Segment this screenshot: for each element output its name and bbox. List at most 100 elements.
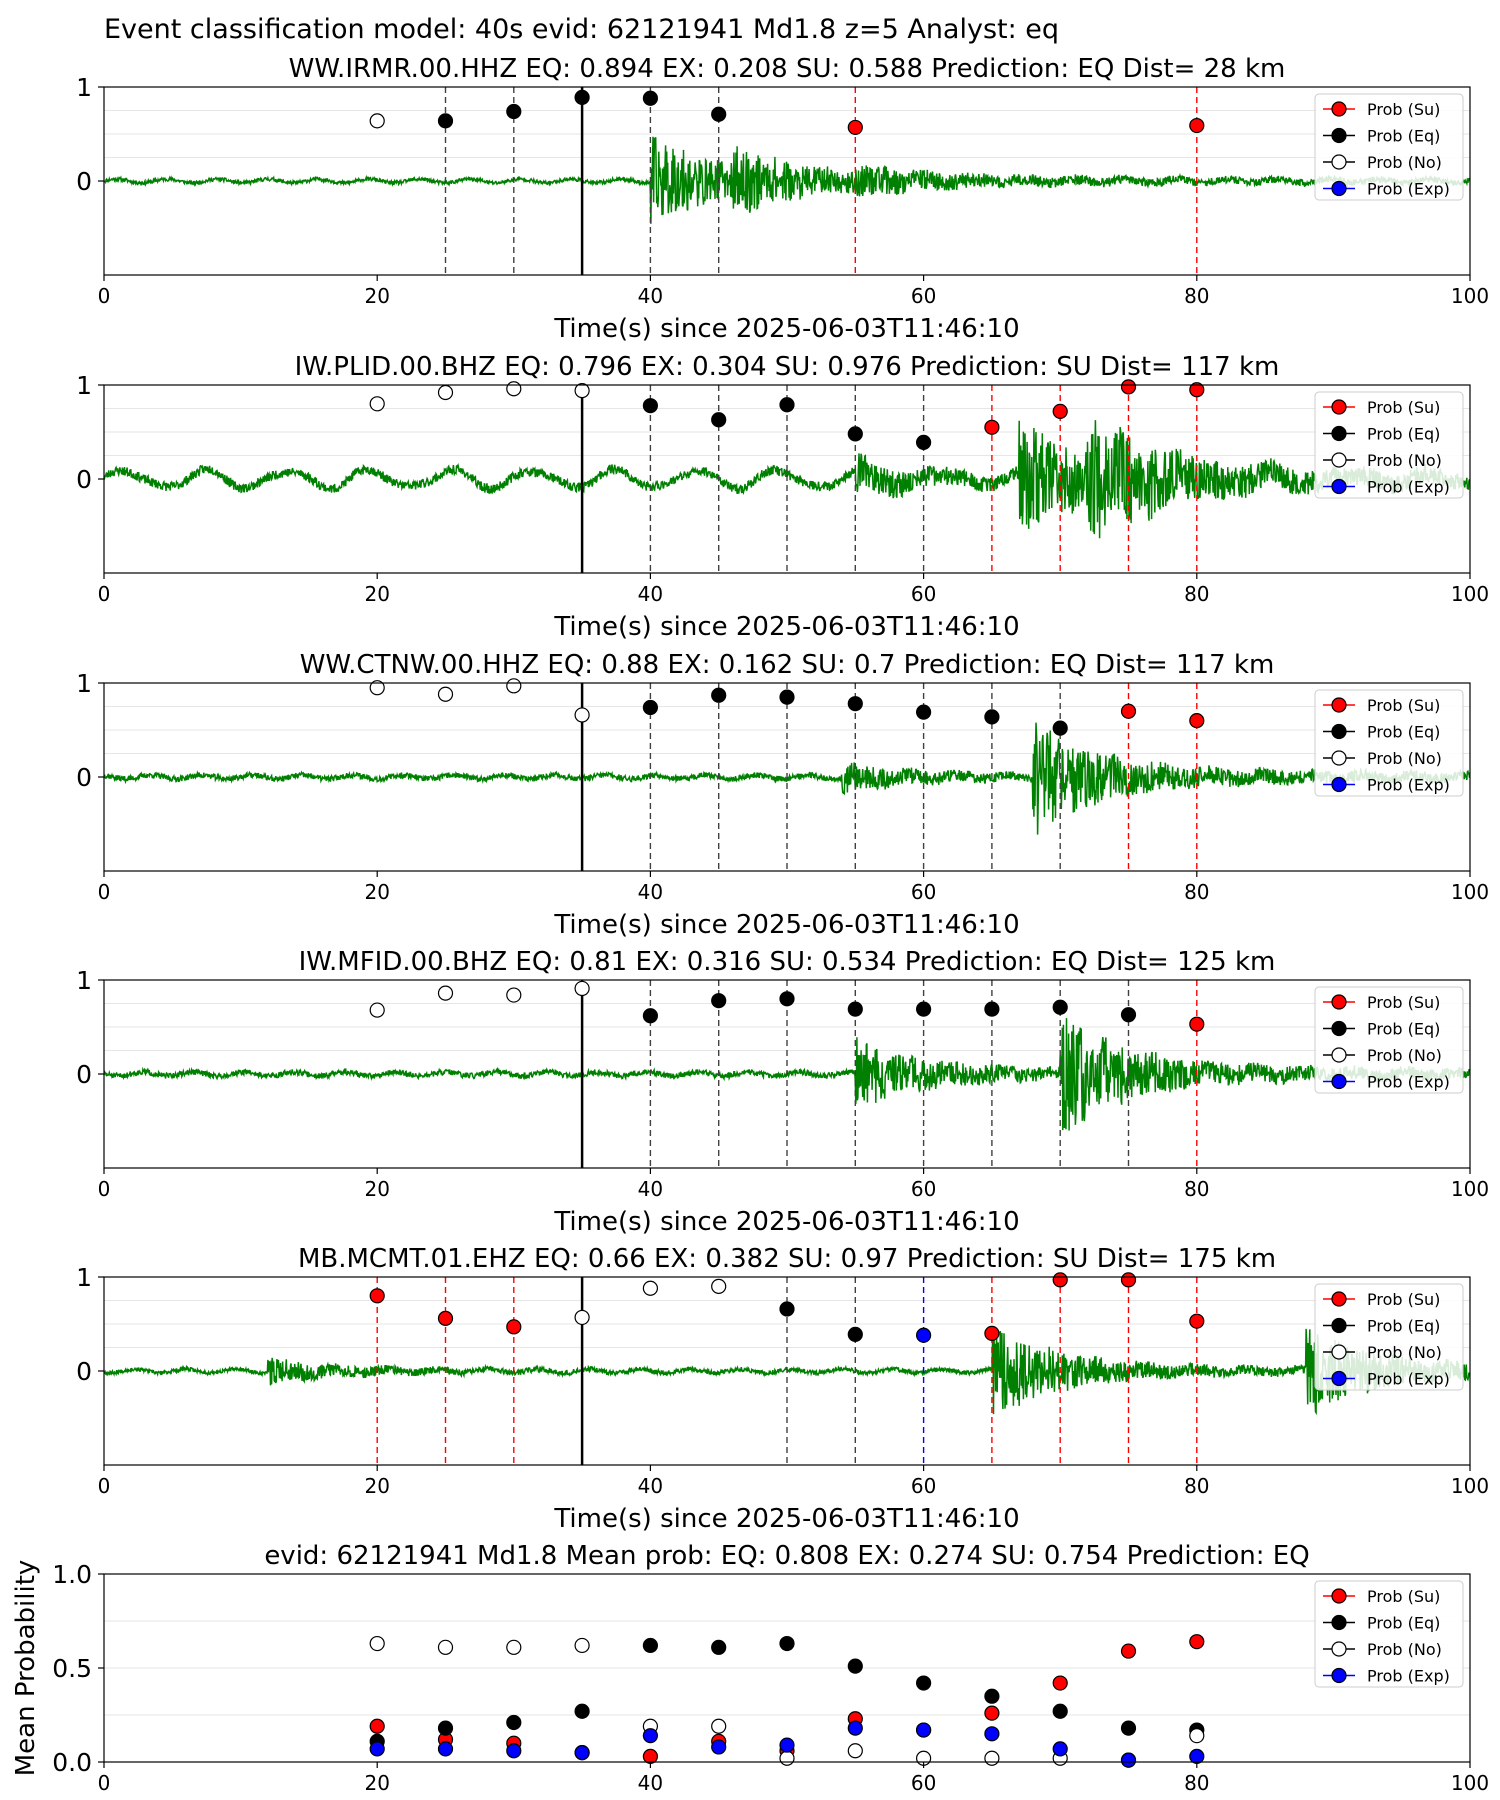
- mean-point-eq: [847, 1658, 863, 1674]
- x-axis-label: Time(s) since 2025-06-03T11:46:10: [553, 1504, 1019, 1534]
- panel-1: WW.IRMR.00.HHZ EQ: 0.894 EX: 0.208 SU: 0…: [76, 54, 1489, 344]
- panel-2: IW.PLID.00.BHZ EQ: 0.796 EX: 0.304 SU: 0…: [76, 352, 1489, 642]
- legend-marker-no: [1331, 1344, 1347, 1360]
- y-tick-label: 0: [76, 465, 92, 494]
- mean-point-eq: [642, 1637, 659, 1654]
- legend-label: Prob (Eq): [1367, 425, 1440, 444]
- y-tick-label: 1: [76, 371, 92, 400]
- prob-point-eq: [642, 699, 659, 716]
- prob-point-su: [437, 1310, 454, 1326]
- panels: WW.IRMR.00.HHZ EQ: 0.894 EX: 0.208 SU: 0…: [11, 54, 1489, 1795]
- mean-point-exp: [779, 1737, 795, 1753]
- legend-marker-no: [1331, 750, 1347, 766]
- x-tick-label: 60: [911, 582, 936, 606]
- mean-point-exp: [711, 1739, 727, 1755]
- y-tick-label: 0.5: [52, 1654, 92, 1683]
- mean-point-no: [1189, 1728, 1205, 1744]
- x-axis-label: Time(s) since 2025-06-03T11:46:10: [553, 314, 1019, 344]
- prob-point-eq: [711, 687, 727, 703]
- legend-box: [1314, 986, 1464, 1094]
- mean-point-no: [779, 1750, 795, 1766]
- mean-point-no: [437, 1639, 454, 1655]
- panel-5: MB.MCMT.01.EHZ EQ: 0.66 EX: 0.382 SU: 0.…: [76, 1244, 1489, 1534]
- mean-point-su: [642, 1748, 659, 1764]
- legend: Prob (Su) Prob (Eq) Prob (No) Prob (Exp): [1314, 93, 1464, 201]
- prob-point-no: [506, 987, 522, 1003]
- prob-point-eq: [711, 412, 727, 428]
- prob-point-eq: [915, 434, 932, 450]
- waveform-trace: [104, 136, 1470, 224]
- x-tick-label: 80: [1184, 1474, 1209, 1498]
- prob-point-eq: [915, 704, 932, 720]
- x-tick-label: 60: [911, 1177, 936, 1201]
- legend: Prob (Su) Prob (Eq) Prob (No) Prob (Exp): [1314, 1283, 1464, 1391]
- prob-point-su: [984, 1325, 1000, 1342]
- mean-point-no: [984, 1750, 1000, 1766]
- y-tick-label: 0: [76, 167, 92, 196]
- prob-point-su: [1189, 1016, 1205, 1032]
- legend-marker-eq: [1331, 1614, 1347, 1631]
- mean-point-no: [847, 1743, 863, 1759]
- prob-point-eq: [711, 993, 727, 1009]
- prob-point-no: [711, 1278, 727, 1295]
- prob-point-su: [1120, 1272, 1137, 1288]
- legend-label: Prob (Eq): [1367, 127, 1440, 146]
- prob-point-eq: [847, 426, 863, 442]
- legend-label: Prob (No): [1367, 1046, 1442, 1065]
- prob-point-eq: [1052, 999, 1068, 1015]
- legend-marker-eq: [1331, 127, 1347, 144]
- legend-marker-su: [1331, 101, 1347, 117]
- x-tick-label: 0: [98, 284, 111, 308]
- prob-point-no: [574, 707, 590, 723]
- prob-point-su: [369, 1288, 385, 1304]
- legend-label: Prob (Su): [1367, 1290, 1440, 1309]
- prob-point-eq: [574, 89, 590, 105]
- mean-point-eq: [1052, 1703, 1068, 1719]
- legend-label: Prob (Exp): [1367, 478, 1450, 497]
- mean-point-exp: [1189, 1748, 1205, 1764]
- x-tick-label: 80: [1184, 284, 1209, 308]
- y-tick-label: 1: [76, 73, 92, 102]
- mean-point-eq: [915, 1675, 932, 1691]
- legend-label: Prob (Exp): [1367, 1667, 1450, 1686]
- y-tick-label: 1: [76, 966, 92, 995]
- legend: Prob (Su) Prob (Eq) Prob (No) Prob (Exp): [1314, 391, 1464, 499]
- legend-marker-exp: [1331, 1073, 1347, 1090]
- mean-point-no: [506, 1639, 522, 1655]
- mean-point-exp: [437, 1741, 454, 1757]
- x-tick-label: 100: [1451, 880, 1489, 904]
- x-tick-label: 20: [364, 1474, 389, 1498]
- legend-label: Prob (Su): [1367, 1587, 1440, 1606]
- x-axis-label: Time(s) since 2025-06-03T11:46:10: [553, 910, 1019, 940]
- y-tick-label: 0.0: [52, 1748, 92, 1777]
- x-tick-label: 100: [1451, 1474, 1489, 1498]
- legend-marker-eq: [1331, 723, 1347, 740]
- prob-point-eq: [779, 991, 795, 1007]
- panel-6: evid: 62121941 Md1.8 Mean prob: EQ: 0.80…: [11, 1541, 1489, 1795]
- prob-point-eq: [642, 90, 659, 106]
- legend: Prob (Su) Prob (Eq) Prob (No) Prob (Exp): [1314, 689, 1464, 797]
- mean-point-su: [1120, 1643, 1137, 1659]
- x-tick-label: 40: [638, 284, 663, 308]
- prob-point-eq: [915, 1001, 932, 1017]
- prob-point-su: [1189, 382, 1205, 398]
- legend-marker-exp: [1331, 478, 1347, 495]
- mean-point-no: [574, 1637, 590, 1654]
- y-tick-label: 1: [76, 669, 92, 698]
- y-tick-label: 0: [76, 763, 92, 792]
- prob-point-eq: [1052, 720, 1068, 736]
- x-tick-label: 0: [98, 1474, 111, 1498]
- prob-point-su: [1052, 1272, 1068, 1288]
- legend-box: [1314, 1283, 1464, 1391]
- x-tick-label: 0: [98, 880, 111, 904]
- panel-title: WW.CTNW.00.HHZ EQ: 0.88 EX: 0.162 SU: 0.…: [300, 650, 1275, 680]
- x-tick-label: 40: [638, 880, 663, 904]
- x-tick-label: 0: [98, 1771, 111, 1795]
- x-axis-label: Time(s) since 2025-06-03T11:46:10: [553, 1207, 1019, 1237]
- panel-title: WW.IRMR.00.HHZ EQ: 0.894 EX: 0.208 SU: 0…: [289, 54, 1286, 84]
- x-tick-label: 20: [364, 1771, 389, 1795]
- mean-point-eq: [1120, 1720, 1137, 1736]
- prob-point-eq: [437, 113, 454, 129]
- x-tick-label: 20: [364, 582, 389, 606]
